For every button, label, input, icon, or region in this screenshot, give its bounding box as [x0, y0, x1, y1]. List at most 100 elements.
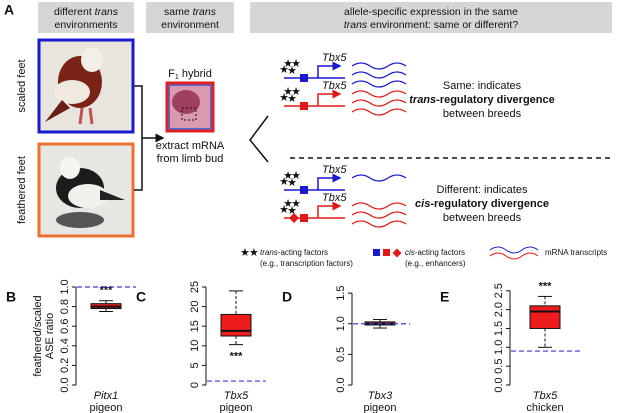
- arrows: [134, 85, 269, 191]
- hybrid-label: F1 hybrid: [168, 68, 212, 81]
- result-text: trans-regulatory divergence: [409, 94, 555, 106]
- transcript: [351, 90, 407, 98]
- cis-element: [300, 102, 308, 110]
- promoter-arrow: [317, 201, 342, 218]
- y-tick-label: 0.8: [59, 299, 71, 314]
- y-tick-label: 10: [189, 340, 201, 352]
- panel-label: B: [6, 289, 16, 305]
- y-tick-label: 1.5: [335, 285, 347, 300]
- y-tick-label: 25: [189, 281, 201, 293]
- photo-scaled: [37, 38, 135, 134]
- result-text: between breeds: [443, 212, 522, 224]
- header: same trans: [164, 6, 217, 18]
- transcript: [351, 220, 407, 228]
- legend-icon: [489, 252, 539, 260]
- gene-label: Tbx5: [322, 52, 347, 64]
- legend-icon: ★: [249, 247, 259, 259]
- box: [220, 313, 252, 337]
- header: trans environment: same or different?: [344, 19, 518, 31]
- cis-element: [300, 186, 308, 194]
- legend-icon: [489, 246, 539, 254]
- panel-label: D: [282, 289, 292, 305]
- y-tick-label: 0.5: [335, 347, 347, 362]
- y-tick-label: 0.5: [493, 359, 505, 374]
- y-tick-label: 5: [189, 362, 201, 368]
- result-text: between breeds: [443, 108, 522, 120]
- significance: ***: [230, 351, 244, 363]
- extract-label: from limb bud: [157, 153, 224, 165]
- x-label: pigeon: [363, 402, 396, 413]
- legend-text: (e.g., transcription factors): [260, 259, 353, 268]
- photo-feathered: [37, 142, 135, 238]
- transcript: [351, 211, 407, 219]
- gene-label: Tbx5: [322, 192, 347, 204]
- trans-factor: ★: [283, 170, 293, 182]
- cis-element: [300, 74, 308, 82]
- y-tick-label: 1.5: [493, 321, 505, 336]
- x-label: pigeon: [89, 402, 122, 413]
- y-tick-label: 2.0: [493, 302, 505, 317]
- box: [529, 305, 561, 329]
- y-tick-label: 1.0: [335, 316, 347, 331]
- y-tick-label: 1.0: [493, 340, 505, 355]
- panel-label: A: [4, 2, 14, 18]
- y-axis-label: feathered/scaled: [32, 295, 44, 376]
- y-tick-label: 0.0: [335, 377, 347, 392]
- legend-text: mRNA transcripts: [545, 248, 607, 257]
- panel-label: C: [136, 289, 146, 305]
- result-text: Same: indicates: [443, 80, 522, 92]
- y-tick-label: 0.0: [493, 377, 505, 392]
- legend-icon: ★: [240, 247, 250, 259]
- embryo-photo: [165, 81, 215, 133]
- trans-factor: ★: [287, 177, 297, 189]
- result-text: cis-regulatory divergence: [415, 198, 549, 210]
- significance: ***: [100, 285, 114, 297]
- header-box: [250, 2, 612, 33]
- side-label: feathered feet: [16, 156, 28, 224]
- promoter-arrow: [317, 61, 342, 78]
- x-label: pigeon: [219, 402, 252, 413]
- trans-factor: ★: [291, 86, 301, 98]
- legend-icon: [383, 249, 390, 256]
- transcript: [351, 71, 407, 79]
- x-label: chicken: [526, 402, 563, 413]
- cis-element: [289, 213, 299, 223]
- trans-factor: ★: [287, 93, 297, 105]
- header-box: [38, 2, 134, 33]
- trans-factor: ★: [279, 204, 289, 216]
- transcript: [351, 108, 407, 116]
- y-tick-label: 2.5: [493, 283, 505, 298]
- significance: ***: [539, 280, 553, 292]
- result-text: Different: indicates: [437, 184, 528, 196]
- legend-text: cis-acting factors: [405, 248, 465, 257]
- y-tick-label: 0.4: [59, 338, 71, 353]
- trans-factor: ★: [287, 65, 297, 77]
- y-tick-label: 20: [189, 300, 201, 312]
- y-tick-label: 15: [189, 320, 201, 332]
- transcript: [351, 202, 407, 210]
- x-tick-label: Tbx3: [368, 390, 393, 402]
- trans-factor: ★: [279, 64, 289, 76]
- side-label: scaled feet: [16, 59, 28, 112]
- promoter-arrow: [317, 173, 342, 190]
- gene-label: Tbx5: [322, 80, 347, 92]
- promoter-arrow: [317, 89, 342, 106]
- header: different trans: [54, 6, 119, 18]
- legend-text: (e.g., enhancers): [405, 259, 466, 268]
- legend-icon: [373, 249, 380, 256]
- y-axis-label: ASE ratio: [44, 313, 56, 359]
- trans-factor: ★: [291, 58, 301, 70]
- trans-factor: ★: [283, 198, 293, 210]
- extract-label: extract mRNA: [156, 140, 225, 152]
- legend-icon: [392, 248, 402, 258]
- trans-factor: ★: [287, 205, 297, 217]
- legend: ★ ★ trans-acting factors (e.g., transcri…: [240, 246, 607, 268]
- schemas: Tbx5★★★★Tbx5★★★★Tbx5★★★★Tbx5★★★★: [279, 52, 407, 228]
- transcript: [351, 99, 407, 107]
- x-tick-label: Tbx5: [533, 390, 558, 402]
- cis-element: [300, 214, 308, 222]
- trans-factor: ★: [283, 58, 293, 70]
- x-tick-label: Tbx5: [224, 390, 249, 402]
- transcript: [351, 62, 407, 70]
